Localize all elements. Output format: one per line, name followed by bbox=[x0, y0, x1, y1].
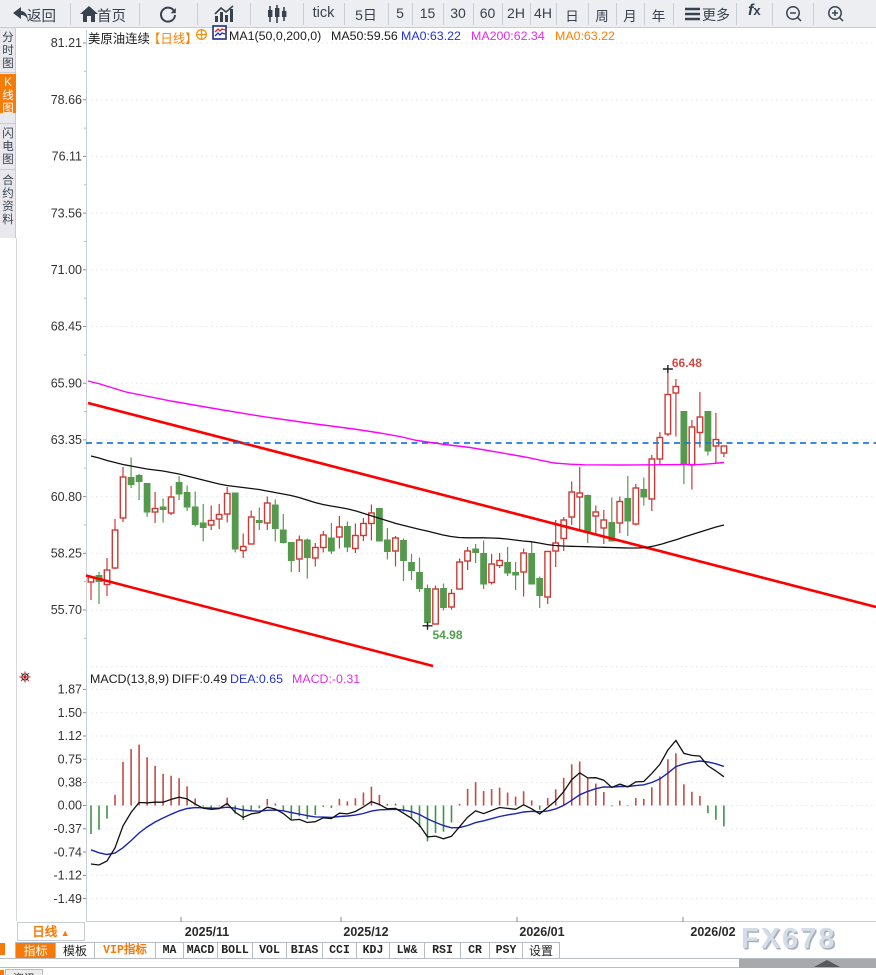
svg-text:0.38: 0.38 bbox=[58, 776, 82, 790]
svg-text:-1.12: -1.12 bbox=[54, 869, 83, 883]
svg-text:60.80: 60.80 bbox=[51, 490, 82, 504]
svg-text:63.35: 63.35 bbox=[51, 433, 82, 447]
svg-text:81.21: 81.21 bbox=[51, 36, 82, 50]
svg-text:1.12: 1.12 bbox=[58, 729, 82, 743]
svg-text:-1.49: -1.49 bbox=[54, 892, 83, 906]
svg-text:68.45: 68.45 bbox=[51, 320, 82, 334]
svg-text:71.00: 71.00 bbox=[51, 263, 82, 277]
svg-text:65.90: 65.90 bbox=[51, 376, 82, 390]
svg-text:66.48: 66.48 bbox=[672, 356, 702, 370]
svg-text:0.00: 0.00 bbox=[58, 799, 82, 813]
svg-text:-0.37: -0.37 bbox=[54, 822, 83, 836]
svg-text:78.66: 78.66 bbox=[51, 93, 82, 107]
svg-text:58.25: 58.25 bbox=[51, 547, 82, 561]
svg-text:1.87: 1.87 bbox=[58, 683, 82, 697]
svg-text:76.11: 76.11 bbox=[52, 150, 82, 164]
svg-text:55.70: 55.70 bbox=[51, 603, 82, 617]
svg-text:-0.74: -0.74 bbox=[54, 845, 83, 859]
svg-text:73.56: 73.56 bbox=[51, 206, 82, 220]
svg-text:0.75: 0.75 bbox=[58, 752, 82, 766]
svg-text:54.98: 54.98 bbox=[433, 628, 463, 642]
svg-text:1.50: 1.50 bbox=[58, 706, 82, 720]
